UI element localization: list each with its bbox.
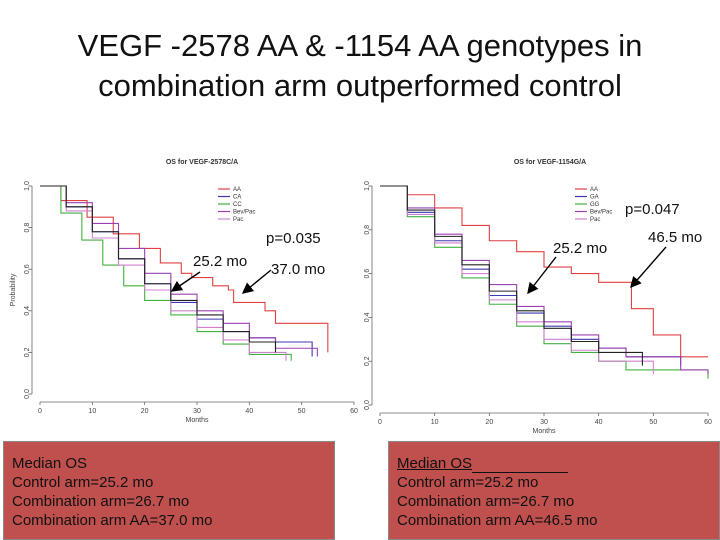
right-median-aa-label: 46.5 mo (648, 229, 703, 246)
y-tick-label: 0.2 (364, 356, 371, 366)
chart-svg-1: OS for VEGF-1154G/A 0 10 20 30 40 50 60 0.0 0.2 0.… (364, 159, 712, 435)
km-plot-vegf-1154: OS for VEGF-1154G/A 0 10 20 30 40 50 60 0.0 0.2 0.… (360, 152, 720, 435)
y-tick-label: 0.0 (364, 400, 371, 410)
x-tick-label: 40 (245, 408, 253, 415)
series-line-cc (40, 185, 292, 361)
title-line-2: combination arm outperformed control (98, 68, 622, 103)
median-os-box-left: Median OS Control arm=25.2 mo Combinatio… (3, 441, 335, 540)
median-os-box-right: Median OS Control arm=25.2 mo Combinatio… (388, 441, 720, 540)
x-axis-label: Months (186, 417, 209, 424)
legend-label: CC (233, 202, 242, 208)
x-axis-label: Months (533, 428, 556, 435)
x-tick-label: 20 (485, 419, 493, 426)
x-tick-label: 0 (38, 408, 42, 415)
box-left-line-1: Control arm=25.2 mo (12, 474, 154, 491)
x-tick-label: 30 (193, 408, 201, 415)
x-tick-label: 60 (704, 419, 712, 426)
series-line-control (40, 185, 277, 353)
legend-label: GG (590, 202, 600, 208)
box-left-heading: Median OS (12, 455, 88, 472)
chart-title: OS for VEGF-2578C/A (166, 159, 238, 166)
legend-label: AA (233, 187, 241, 193)
right-p-value: p=0.047 (625, 201, 680, 218)
chart-title: OS for VEGF-1154G/A (514, 159, 586, 166)
box-right-line-3: Combination arm AA=46.5 mo (397, 512, 598, 529)
title-line-1: VEGF -2578 AA & -1154 AA genotypes in (77, 28, 643, 63)
legend-label: Pac (233, 217, 243, 223)
box-right-heading-rule (472, 459, 569, 473)
y-tick-label: 0.8 (24, 223, 31, 233)
x-tick-label: 30 (540, 419, 548, 426)
y-axis-label: Probability (10, 273, 17, 306)
box-right-heading-text: Median OS (397, 455, 473, 472)
legend-label: Bev/Pac (590, 210, 612, 216)
box-right-line-1: Control arm=25.2 mo (397, 474, 539, 491)
x-tick-label: 20 (141, 408, 149, 415)
right-median-control-label: 25.2 mo (553, 240, 608, 257)
x-tick-label: 50 (649, 419, 657, 426)
slide-title: VEGF -2578 AA & -1154 AA genotypes in co… (20, 26, 700, 106)
x-tick-label: 60 (350, 408, 358, 415)
y-tick-label: 0.6 (24, 264, 31, 274)
y-tick-label: 1.0 (24, 181, 31, 191)
y-tick-label: 0.4 (364, 312, 371, 322)
y-tick-label: 0.2 (24, 347, 31, 357)
box-right-heading: Median OS (397, 454, 719, 473)
y-tick-label: 1.0 (364, 181, 371, 191)
y-tick-label: 0.6 (364, 269, 371, 279)
box-left-line-2: Combination arm=26.7 mo (12, 493, 190, 510)
km-plot-vegf-2578: OS for VEGF-2578C/A 0 10 20 30 40 50 60 0.0 0.2 0.… (10, 152, 360, 430)
legend-label: CA (233, 195, 241, 201)
legend-label: Pac (590, 217, 600, 223)
y-tick-label: 0.4 (24, 306, 31, 316)
left-p-value: p=0.035 (266, 230, 321, 247)
y-tick-label: 0.0 (24, 389, 31, 399)
legend-label: Bev/Pac (233, 210, 255, 216)
left-median-aa-label: 37.0 mo (271, 261, 326, 278)
x-tick-label: 50 (298, 408, 306, 415)
x-tick-label: 10 (88, 408, 96, 415)
box-left-line-3: Combination arm AA=37.0 mo (12, 512, 213, 529)
x-tick-label: 40 (595, 419, 603, 426)
legend-label: GA (590, 195, 599, 201)
y-tick-label: 0.8 (364, 225, 371, 235)
x-tick-label: 10 (431, 419, 439, 426)
chart-svg-0: OS for VEGF-2578C/A 0 10 20 30 40 50 60 0.0 0.2 0.… (10, 159, 358, 424)
series-line-control (380, 185, 643, 366)
x-tick-label: 0 (378, 419, 382, 426)
box-right-line-2: Combination arm=26.7 mo (397, 493, 575, 510)
legend-label: AA (590, 187, 598, 193)
left-median-control-label: 25.2 mo (193, 253, 248, 270)
